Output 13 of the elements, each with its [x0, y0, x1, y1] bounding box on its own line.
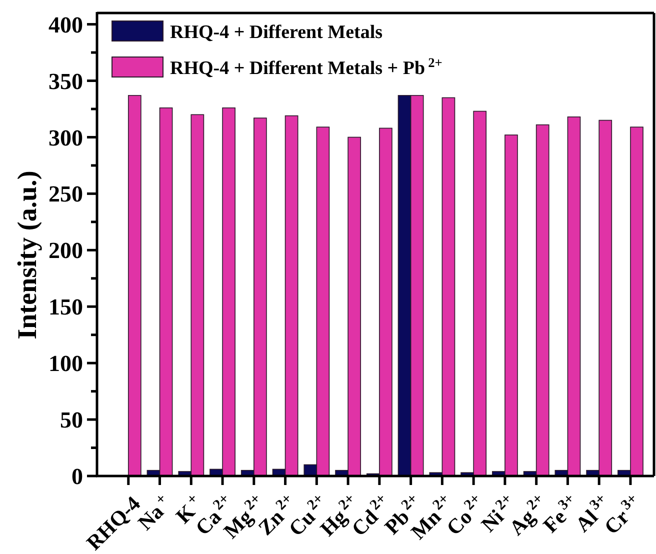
- y-tick-label: 100: [48, 351, 83, 376]
- y-tick-label: 250: [48, 182, 83, 207]
- y-tick-label: 400: [48, 12, 83, 38]
- y-tick-label: 350: [48, 68, 83, 94]
- legend-label: RHQ-4 + Different Metals + Pb$^{2+}$: [170, 54, 442, 79]
- legend-label: RHQ-4 + Different Metals: [170, 22, 383, 43]
- y-axis-title: Intensity (a.u.): [12, 170, 42, 340]
- y-tick-label: 150: [48, 294, 83, 320]
- y-tick-label: 200: [48, 238, 83, 264]
- bar: [128, 95, 142, 476]
- y-tick-label: 0: [72, 464, 83, 490]
- y-tick-label: 300: [48, 125, 83, 150]
- y-tick-label: 50: [60, 408, 83, 433]
